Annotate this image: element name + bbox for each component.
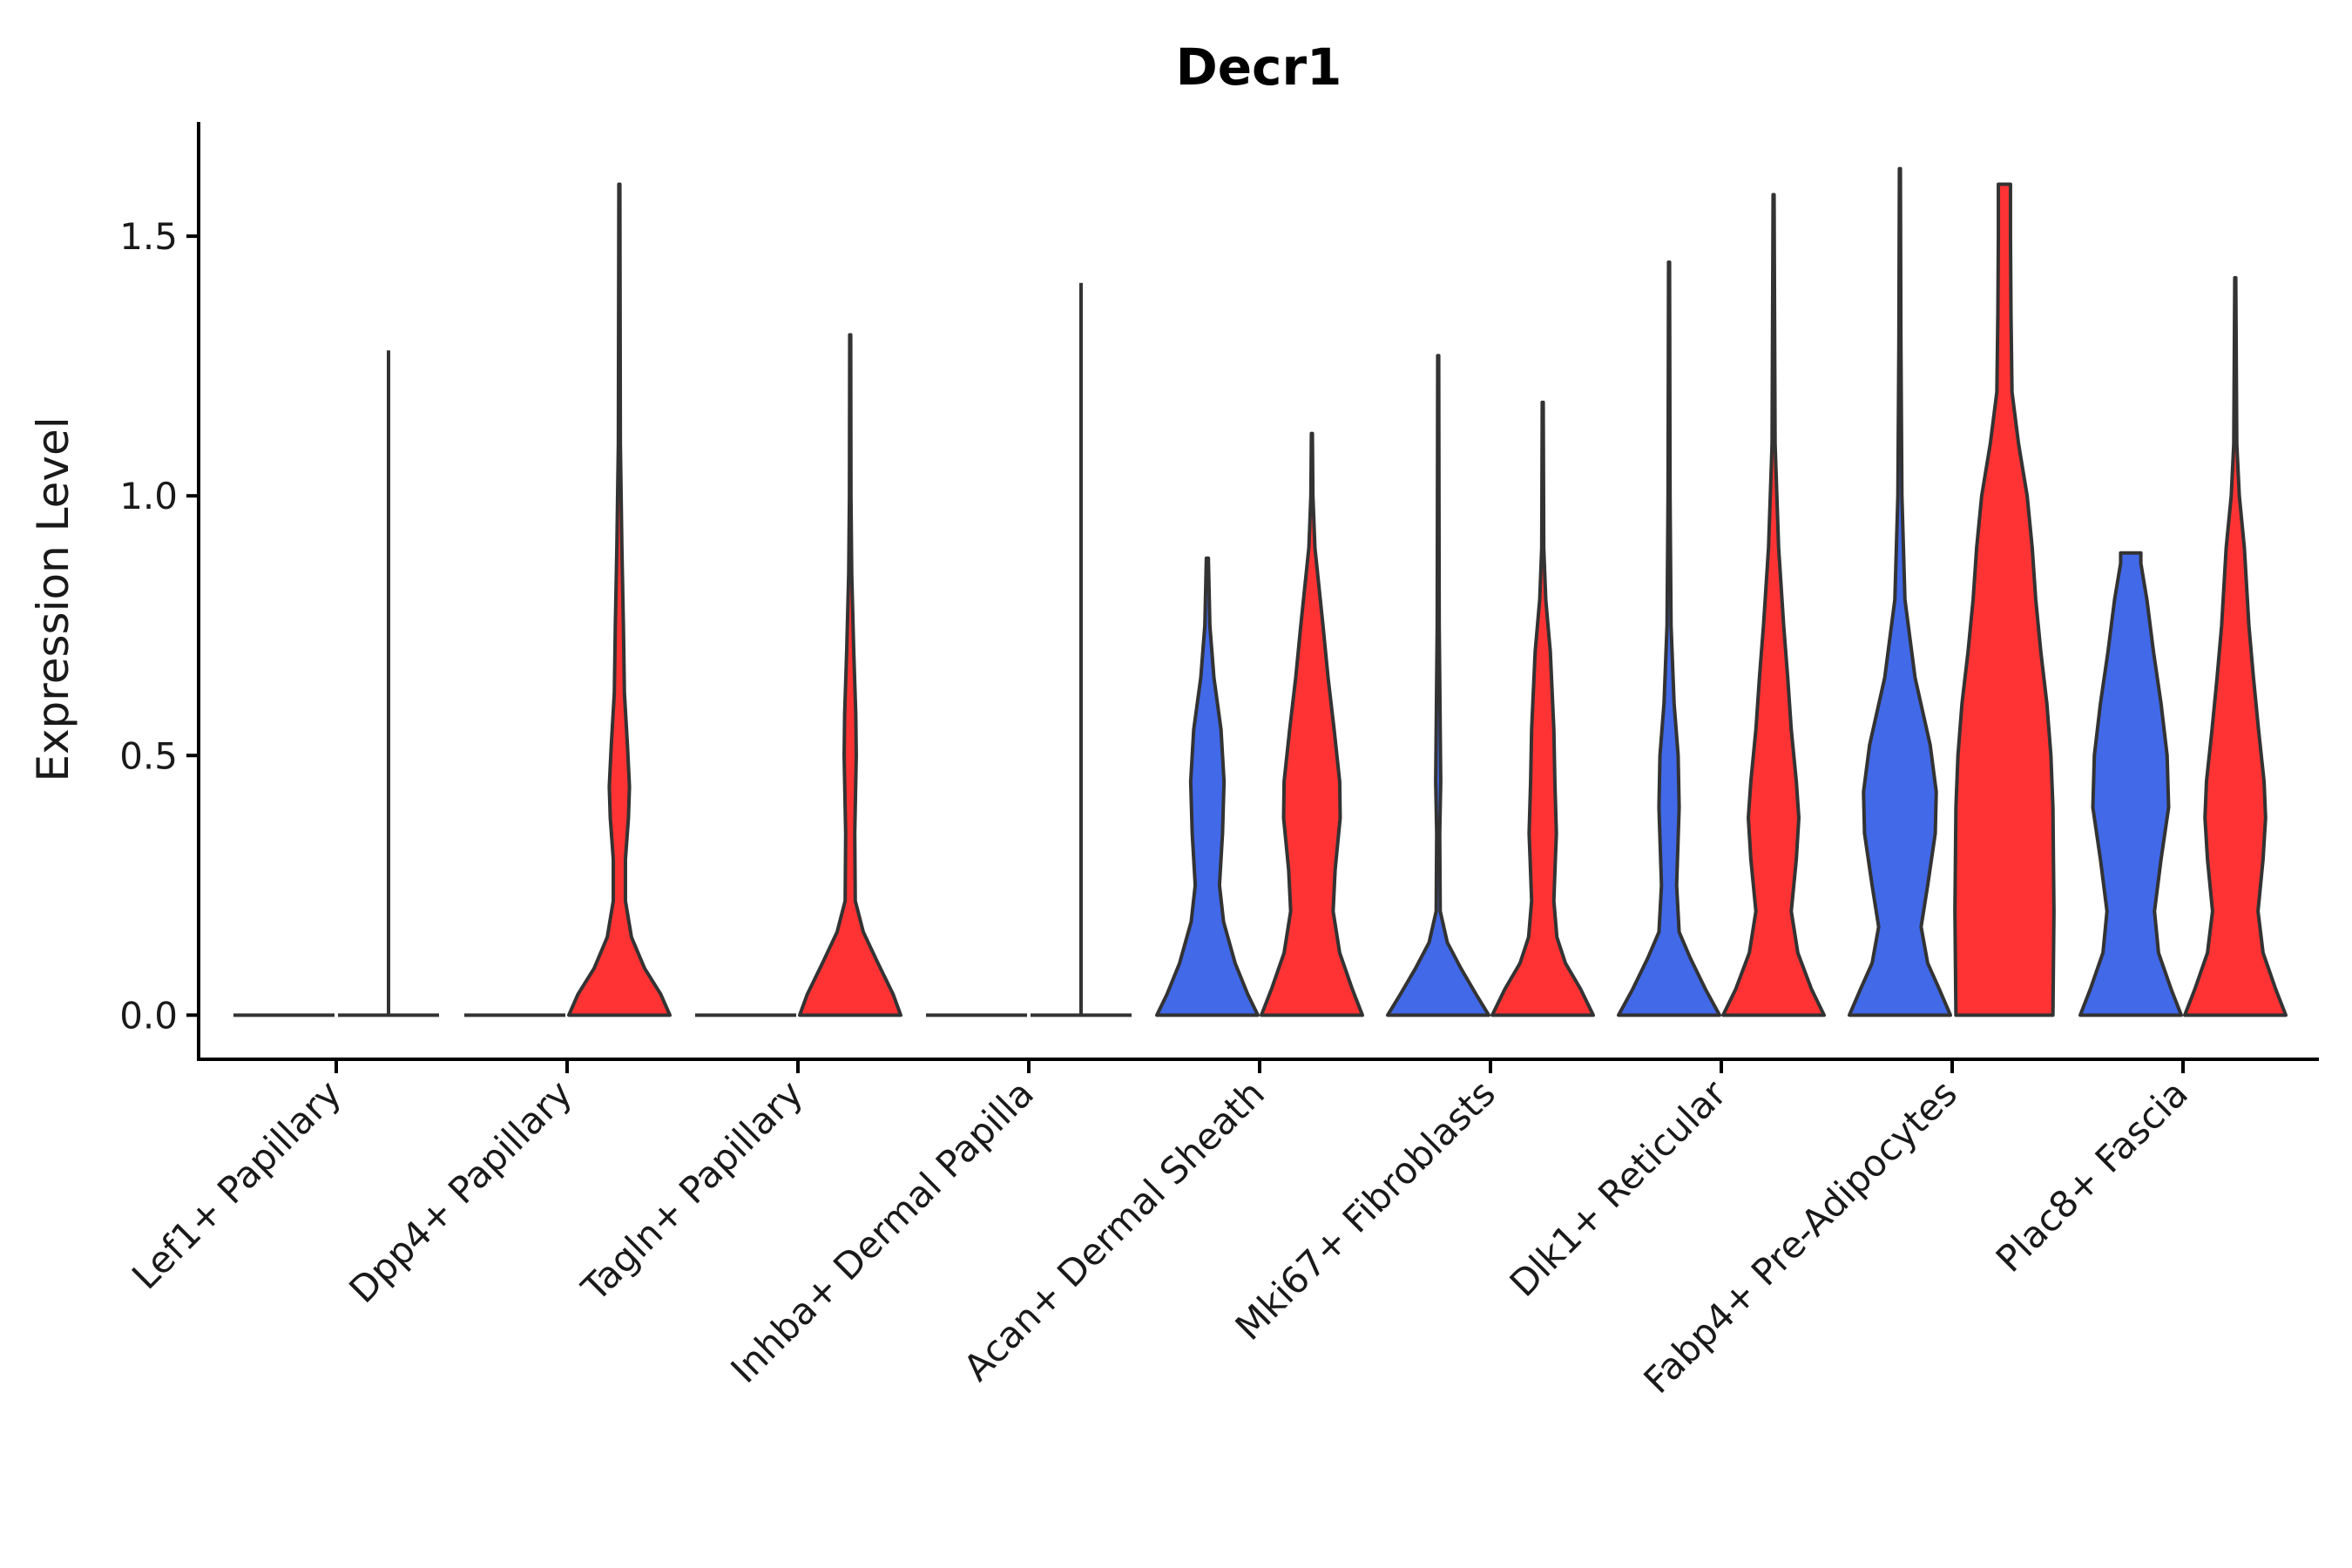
violin-red-7 bbox=[1953, 182, 2056, 1017]
violin-blue-6 bbox=[1617, 260, 1721, 1017]
violin-blue-8 bbox=[2078, 551, 2183, 1017]
x-tick-label: Mki67+ Fibroblasts bbox=[1227, 1071, 1504, 1348]
violins-group bbox=[233, 166, 2288, 1017]
y-tick-label: 1.5 bbox=[119, 215, 178, 258]
y-axis-label: Expression Level bbox=[28, 416, 78, 781]
x-tick-label: Dlk1+ Reticular bbox=[1502, 1071, 1735, 1305]
x-tick-label: Dpp4+ Papillary bbox=[341, 1071, 580, 1311]
x-tick-label: Tagln+ Papillary bbox=[573, 1071, 811, 1309]
violin-blue-7 bbox=[1848, 166, 1952, 1017]
y-tick-label: 0.5 bbox=[119, 734, 178, 777]
x-tick-label: Plac8+ Fascia bbox=[1988, 1071, 2196, 1280]
violin-red-6 bbox=[1721, 193, 1826, 1017]
violin-blue-4 bbox=[1155, 556, 1260, 1017]
violin-red-1 bbox=[567, 182, 672, 1017]
violin-red-2 bbox=[798, 333, 902, 1017]
violin-red-8 bbox=[2183, 275, 2288, 1017]
chart-title: Decr1 bbox=[1176, 37, 1342, 97]
y-tick-label: 0.0 bbox=[119, 994, 178, 1037]
y-tick-label: 1.0 bbox=[119, 475, 178, 517]
x-tick-label: Lef1+ Papillary bbox=[124, 1071, 349, 1297]
violin-red-5 bbox=[1490, 400, 1595, 1017]
violin-blue-5 bbox=[1386, 354, 1490, 1017]
violin-red-4 bbox=[1260, 431, 1364, 1017]
